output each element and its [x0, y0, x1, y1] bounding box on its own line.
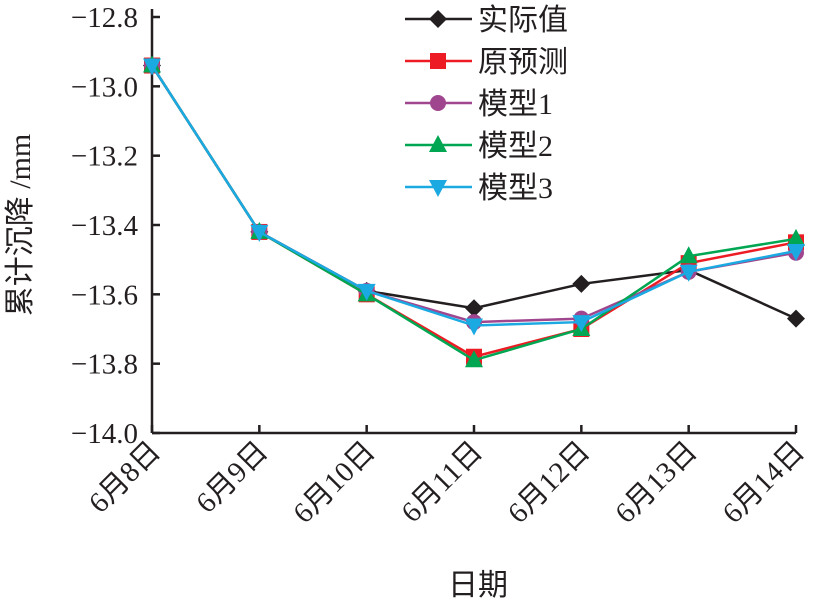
x-tick-label: 6月11日 — [395, 435, 489, 529]
triangle-down-marker — [572, 315, 591, 333]
x-tick-label: 6月12日 — [502, 435, 596, 529]
y-tick-label: −13.2 — [71, 141, 138, 173]
legend-item: 实际值 — [405, 4, 568, 37]
triangle-up-marker — [429, 135, 447, 152]
series-5 — [143, 58, 805, 336]
legend-item: 模型1 — [405, 88, 553, 121]
series-group — [143, 55, 805, 368]
triangle-down-marker — [250, 224, 269, 242]
triangle-down-marker — [465, 318, 483, 336]
y-axis-label: 累计沉降 /mm — [4, 134, 37, 317]
legend-label: 模型3 — [478, 172, 553, 205]
x-tick-label: 6月10日 — [287, 435, 381, 529]
series-line — [150, 64, 797, 324]
diamond-marker — [465, 299, 483, 318]
x-tick-label: 6月14日 — [717, 435, 811, 529]
y-tick-label: −13.8 — [71, 349, 138, 381]
triangle-down-marker — [787, 244, 805, 261]
legend-label: 实际值 — [478, 4, 568, 37]
x-tick-label: 6月13日 — [609, 435, 703, 529]
legend-item: 原预测 — [405, 46, 568, 79]
y-tick-label: −13.0 — [71, 71, 138, 103]
triangle-down-marker — [357, 283, 376, 301]
series-1 — [143, 56, 805, 328]
triangle-up-marker — [465, 350, 483, 368]
x-axis-label: 日期 — [448, 569, 508, 602]
triangle-up-marker — [679, 246, 698, 264]
legend-label: 原预测 — [478, 46, 568, 79]
square-marker — [430, 53, 446, 69]
triangle-down-marker — [679, 264, 698, 282]
diamond-marker — [572, 274, 591, 293]
legend-item: 模型2 — [405, 130, 553, 163]
triangle-up-marker — [787, 228, 805, 246]
series-3 — [144, 57, 804, 331]
circle-marker — [430, 95, 446, 111]
legend-label: 模型2 — [478, 130, 553, 163]
y-tick-label: −13.6 — [71, 279, 138, 311]
y-tick-label: −14.0 — [71, 418, 138, 450]
legend-item: 模型3 — [405, 172, 553, 205]
legend-label: 模型1 — [478, 88, 553, 121]
series-line — [150, 64, 797, 327]
y-tick-label: −13.4 — [71, 210, 139, 242]
y-tick-label: −12.8 — [71, 2, 138, 34]
x-tick-label: 6月9日 — [190, 435, 274, 519]
series-line — [150, 64, 797, 320]
triangle-down-marker — [143, 58, 161, 76]
triangle-down-marker — [429, 180, 447, 197]
diamond-marker — [787, 309, 805, 328]
diamond-marker — [429, 10, 447, 28]
